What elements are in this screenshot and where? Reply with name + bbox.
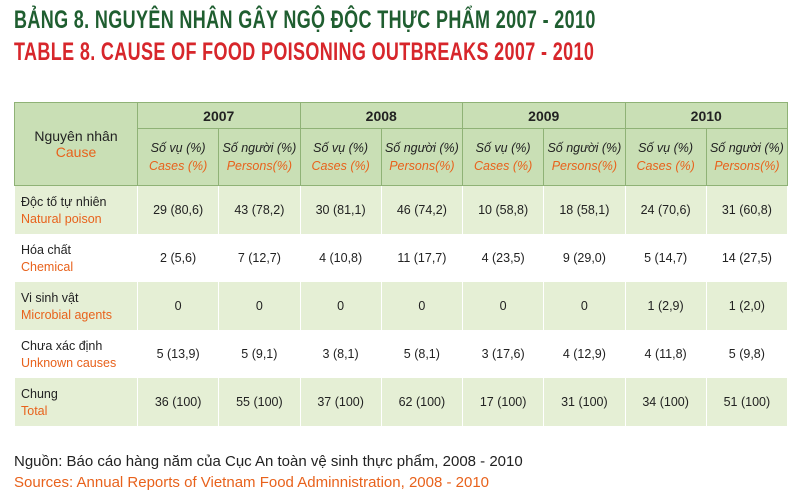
cell: 3 (17,6) [461, 330, 545, 378]
row-label-vi: Vi sinh vật [21, 290, 79, 305]
year-header: 2010 [624, 102, 788, 129]
subheader-en: Persons(%) [389, 159, 455, 173]
subheader: Số người (%) Persons(%) [705, 128, 789, 186]
cell: 43 (78,2) [218, 185, 301, 234]
subheader-en: Persons(%) [551, 159, 618, 173]
subheader-en: Persons(%) [714, 159, 780, 173]
data-row: Chưa xác định Unknown causes 5 (13,9) 5 (9,… [14, 330, 789, 378]
cell: 36 (100) [136, 378, 220, 426]
cell: 5 (13,9) [136, 330, 220, 378]
source-en: Sources: Annual Reports of Vietnam Food … [14, 474, 490, 491]
row-label-vi: Độc tố tự nhiên [21, 194, 107, 209]
cell: 7 (12,7) [218, 234, 301, 282]
subheader-vi: Số người (%) [547, 141, 622, 155]
cause-header-vi: Nguyên nhân [34, 128, 118, 144]
cell: 0 [299, 282, 382, 330]
row-label-vi: Hóa chất [21, 242, 72, 257]
subheader: Số người (%) Persons(%) [380, 128, 464, 186]
subheader-en: Cases (%) [311, 159, 370, 173]
row-label-en: Chemical [21, 259, 74, 274]
cell: 34 (100) [624, 378, 707, 426]
cell: 29 (80,6) [136, 185, 220, 234]
cell: 4 (23,5) [461, 234, 545, 282]
subheader-vi: Số người (%) [222, 141, 297, 155]
row-label: Chưa xác định Unknown causes [14, 330, 138, 378]
cell: 0 [136, 282, 220, 330]
row-label: Độc tố tự nhiên Natural poison [14, 185, 138, 234]
subheader-vi: Số vụ (%) [638, 141, 694, 155]
subheader-vi: Số vụ (%) [475, 141, 531, 155]
cell: 4 (11,8) [624, 330, 707, 378]
year-header: 2008 [299, 102, 463, 129]
cell: 0 [380, 282, 464, 330]
cell: 17 (100) [461, 378, 545, 426]
row-label: Vi sinh vật Microbial agents [14, 282, 138, 330]
cell: 46 (74,2) [380, 185, 464, 234]
row-label-en: Total [21, 403, 48, 418]
row-label-en: Unknown causes [21, 355, 117, 370]
row-label-vi: Chưa xác định [21, 338, 103, 353]
subheader-en: Cases (%) [148, 159, 208, 173]
subheader: Số vụ (%) Cases (%) [299, 128, 382, 186]
subheader: Số người (%) Persons(%) [543, 128, 626, 186]
cell: 1 (2,0) [705, 282, 789, 330]
cell: 11 (17,7) [380, 234, 464, 282]
cell: 24 (70,6) [624, 185, 707, 234]
cell: 62 (100) [380, 378, 464, 426]
subheader-vi: Số vụ (%) [313, 141, 369, 155]
cell: 2 (5,6) [136, 234, 220, 282]
year-header: 2009 [462, 102, 626, 129]
cell: 14 (27,5) [705, 234, 789, 282]
cell: 31 (60,8) [705, 185, 789, 234]
cell: 0 [461, 282, 545, 330]
data-row: Vi sinh vật Microbial agents 0 0 0 0 0 0 1 (2,9)… [14, 282, 789, 330]
cell: 18 (58,1) [543, 185, 626, 234]
year-header: 2007 [137, 102, 301, 129]
cell: 1 (2,9) [624, 282, 707, 330]
cause-header-en: Cause [55, 144, 97, 160]
cell: 30 (81,1) [299, 185, 382, 234]
cell: 55 (100) [218, 378, 301, 426]
subheader-en: Cases (%) [636, 159, 695, 173]
subheader: Số vụ (%) Cases (%) [136, 128, 220, 186]
cell: 31 (100) [543, 378, 626, 426]
subheader-vi: Số vụ (%) [150, 141, 206, 155]
cell: 5 (14,7) [624, 234, 707, 282]
cause-header: Nguyên nhân Cause [14, 102, 138, 186]
cell: 3 (8,1) [299, 330, 382, 378]
row-label-vi: Chung [21, 386, 58, 401]
subheader: Số vụ (%) Cases (%) [624, 128, 707, 186]
subheader-vi: Số người (%) [384, 141, 459, 155]
subheader: Số người (%) Persons(%) [218, 128, 301, 186]
cell: 0 [543, 282, 626, 330]
subheader-en: Cases (%) [473, 159, 533, 173]
cell: 37 (100) [299, 378, 382, 426]
subheader-row: Số vụ (%) Cases (%) Số người (%) Persons(%)… [15, 128, 789, 186]
data-row: Độc tố tự nhiên Natural poison 29 (80,6) 43… [14, 185, 789, 234]
cell: 4 (10,8) [299, 234, 382, 282]
cell: 4 (12,9) [543, 330, 626, 378]
row-label-en: Natural poison [21, 211, 102, 226]
cell: 51 (100) [705, 378, 789, 426]
subheader-vi: Số người (%) [709, 141, 784, 155]
cell: 5 (9,1) [218, 330, 301, 378]
header-row: Nguyên nhân Cause 2007 2008 2009 2010 [14, 102, 788, 186]
cell: 10 (58,8) [461, 185, 545, 234]
cell: 5 (8,1) [380, 330, 464, 378]
cell: 0 [218, 282, 301, 330]
title-en: TABLE 8. CAUSE OF FOOD POISONING OUTBREA… [14, 38, 595, 66]
title-vi: BẢNG 8. NGUYÊN NHÂN GÂY NGỘ ĐỘC THỰC PHẨ… [14, 6, 596, 34]
cell: 5 (9,8) [705, 330, 789, 378]
row-label-en: Microbial agents [21, 307, 113, 322]
table: Nguyên nhân Cause 2007 2008 2009 2010 Số vụ (%… [14, 102, 789, 426]
data-row: Hóa chất Chemical 2 (5,6) 7 (12,7) 4 (10,8) 1… [14, 234, 789, 282]
source-vi: Nguồn: Báo cáo hàng năm của Cục An toàn … [14, 453, 523, 470]
subheader: Số vụ (%) Cases (%) [461, 128, 545, 186]
row-label: Chung Total [14, 378, 138, 426]
cell: 9 (29,0) [543, 234, 626, 282]
subheader-en: Persons(%) [226, 159, 293, 173]
row-label: Hóa chất Chemical [14, 234, 138, 282]
data-row: Chung Total 36 (100) 55 (100) 37 (100) 62 (10… [14, 378, 789, 426]
